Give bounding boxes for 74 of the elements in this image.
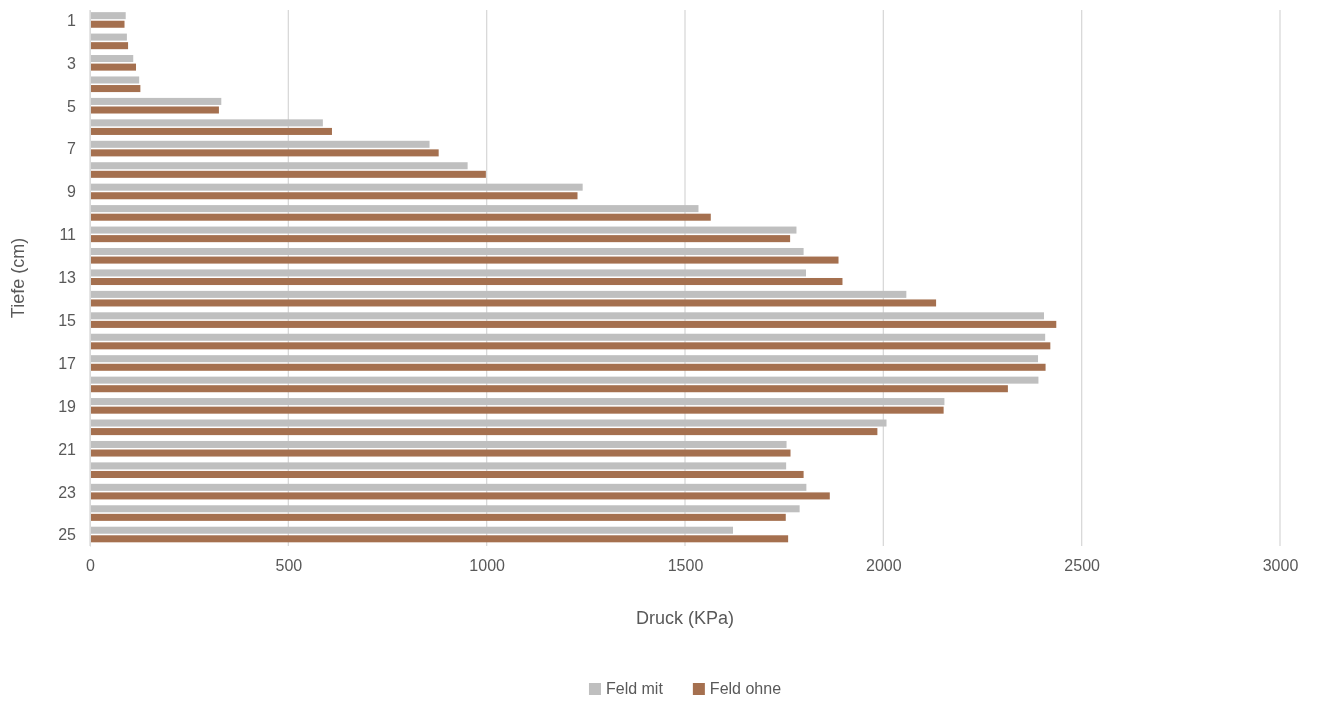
legend-label: Feld mit: [605, 680, 664, 697]
bar: [90, 312, 1044, 320]
bar: [90, 149, 439, 157]
bar: [90, 63, 137, 71]
bar: [90, 428, 878, 436]
bar: [90, 76, 140, 84]
x-tick-label: 2000: [866, 557, 902, 575]
bar: [90, 213, 711, 221]
bar: [90, 505, 800, 513]
bar: [90, 385, 1008, 393]
legend-label: Feld ohne: [709, 680, 782, 697]
y-tick-label: 3: [67, 54, 77, 72]
y-axis-title: Tiefe (cm): [8, 237, 28, 319]
bar: [90, 398, 945, 406]
y-tick-label: 23: [58, 483, 77, 501]
bar: [90, 127, 332, 135]
x-tick-label: 500: [275, 557, 303, 575]
bar: [90, 406, 944, 414]
bar: [90, 278, 843, 286]
bar: [90, 492, 830, 500]
bar: [90, 42, 129, 50]
y-tick-label: 19: [58, 397, 77, 415]
bar: [90, 483, 807, 491]
bar: [90, 535, 789, 543]
bar: [90, 290, 907, 298]
y-tick-label: 17: [58, 354, 77, 372]
y-tick-label: 11: [59, 226, 77, 244]
bar: [90, 342, 1051, 350]
bar: [90, 205, 699, 213]
bar: [90, 12, 126, 20]
bar: [90, 513, 786, 521]
bar: [90, 320, 1057, 328]
x-tick-label: 1500: [667, 557, 704, 575]
x-tick-label: 2500: [1064, 557, 1101, 575]
bar: [90, 33, 127, 41]
bar: [90, 192, 578, 200]
x-tick-label: 3000: [1262, 557, 1299, 575]
y-tick-label: 21: [58, 440, 77, 458]
bar: [90, 247, 804, 256]
bar: [90, 419, 887, 427]
bar: [90, 256, 839, 264]
x-tick-label: 1000: [469, 557, 506, 575]
y-tick-label: 7: [67, 140, 77, 158]
x-axis-title: Druck (KPa): [635, 608, 735, 628]
x-tick-label: 0: [86, 557, 96, 575]
bar: [90, 162, 468, 170]
bar: [90, 526, 733, 534]
bar: [90, 269, 806, 277]
bar: [90, 299, 937, 307]
bar: [90, 376, 1039, 384]
bar: [90, 333, 1046, 341]
bar: [90, 440, 787, 448]
bar: [90, 449, 791, 457]
bar: [90, 140, 430, 148]
bar: [90, 119, 323, 127]
y-tick-label: 9: [67, 183, 77, 201]
y-tick-label: 15: [58, 312, 77, 329]
bar: [90, 20, 125, 28]
y-tick-label: 25: [58, 526, 77, 544]
bar: [90, 183, 583, 191]
bar: [90, 226, 797, 234]
bar: [90, 355, 1039, 363]
bar: [90, 470, 804, 478]
bar: [90, 462, 787, 470]
bar: [90, 170, 486, 178]
bar: [90, 97, 222, 105]
bar: [90, 85, 141, 93]
y-tick-label: 5: [67, 97, 77, 115]
bar: [90, 106, 219, 114]
bar: [90, 363, 1046, 371]
y-tick-label: 1: [67, 11, 77, 29]
bar: [90, 235, 791, 243]
y-tick-label: 13: [58, 269, 77, 287]
bar: [90, 55, 134, 63]
